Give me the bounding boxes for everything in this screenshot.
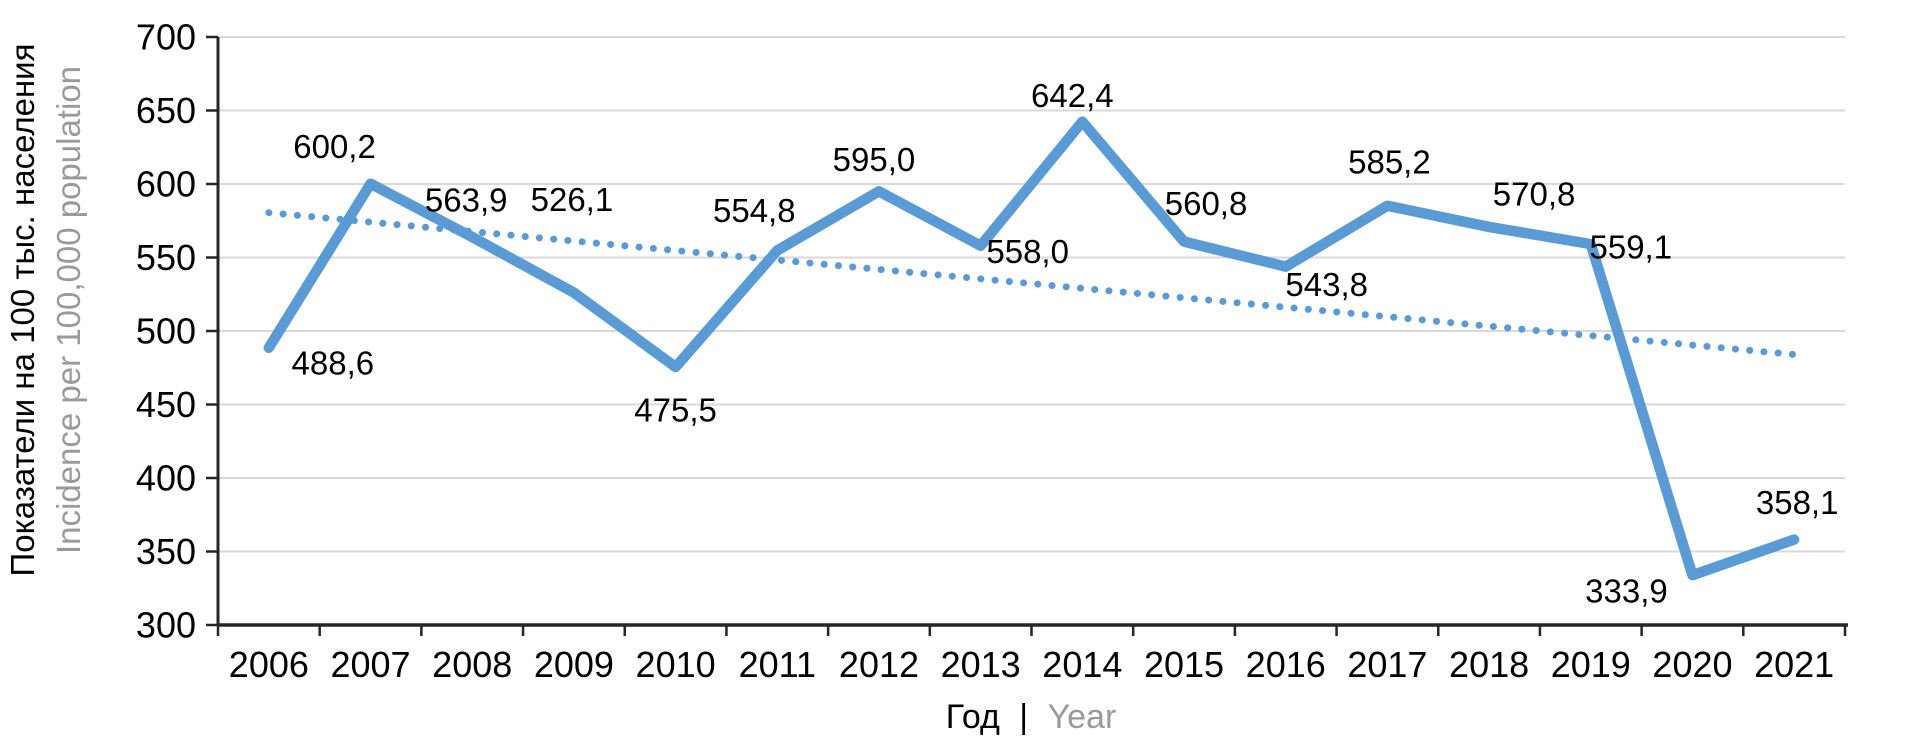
data-label: 595,0	[833, 141, 916, 178]
series-line	[263, 116, 1800, 581]
data-label: 475,5	[634, 392, 717, 429]
data-label: 560,8	[1165, 185, 1248, 222]
y-axis-title-en: Incidence per 100,000 population	[50, 66, 87, 554]
data-label: 563,9	[425, 182, 508, 219]
data-label: 543,8	[1285, 266, 1368, 303]
data-label: 559,1	[1589, 229, 1672, 266]
y-tick-label: 700	[136, 17, 196, 58]
labels-layer: 300 350 400 450 500 550 600 650 700 2006 2007 2008 2…	[136, 17, 1839, 686]
x-tick-label: 2007	[330, 644, 410, 685]
x-tick-label: 2008	[432, 644, 512, 685]
data-label: 570,8	[1493, 175, 1576, 212]
x-tick-label: 2011	[739, 644, 816, 685]
x-axis-title: Год | Year	[946, 698, 1117, 736]
data-label: 554,8	[713, 192, 796, 229]
data-label: 526,1	[531, 181, 614, 218]
x-tick-label: 2021	[1754, 644, 1834, 685]
x-tick-label: 2018	[1449, 644, 1529, 685]
data-label: 333,9	[1585, 573, 1668, 610]
x-axis-title-separator: |	[1019, 698, 1028, 736]
x-tick-label: 2016	[1246, 644, 1326, 685]
x-tick-label: 2006	[229, 644, 309, 685]
data-label: 488,6	[292, 344, 375, 381]
x-tick-label: 2013	[941, 644, 1021, 685]
y-tick-label: 450	[136, 384, 196, 425]
x-tick-label: 2014	[1042, 644, 1122, 685]
data-label: 358,1	[1756, 484, 1839, 521]
x-tick-label: 2009	[534, 644, 614, 685]
y-tick-label: 400	[136, 458, 196, 499]
data-label: 642,4	[1031, 77, 1114, 114]
y-tick-label: 600	[136, 164, 196, 205]
y-tick-label: 350	[136, 531, 196, 572]
x-tick-label: 2012	[839, 644, 919, 685]
x-tick-label: 2015	[1144, 644, 1224, 685]
x-tick-label: 2010	[636, 644, 716, 685]
data-label: 585,2	[1348, 143, 1431, 180]
data-label: 600,2	[293, 128, 376, 165]
x-axis-title-en: Year	[1048, 698, 1117, 736]
axes-layer	[206, 35, 1848, 636]
y-axis-title-ru: Показатели на 100 тыс. населения	[4, 44, 41, 577]
data-label: 558,0	[986, 233, 1069, 270]
y-tick-label: 550	[136, 237, 196, 278]
x-axis-title-ru: Год	[946, 698, 1000, 736]
y-tick-label: 650	[136, 90, 196, 131]
trendline	[265, 209, 1798, 359]
series-layer	[263, 116, 1800, 581]
x-tick-label: 2019	[1551, 644, 1631, 685]
x-tick-label: 2020	[1652, 644, 1732, 685]
x-tick-label: 2017	[1347, 644, 1427, 685]
y-tick-label: 500	[136, 311, 196, 352]
y-tick-label: 300	[136, 605, 196, 646]
